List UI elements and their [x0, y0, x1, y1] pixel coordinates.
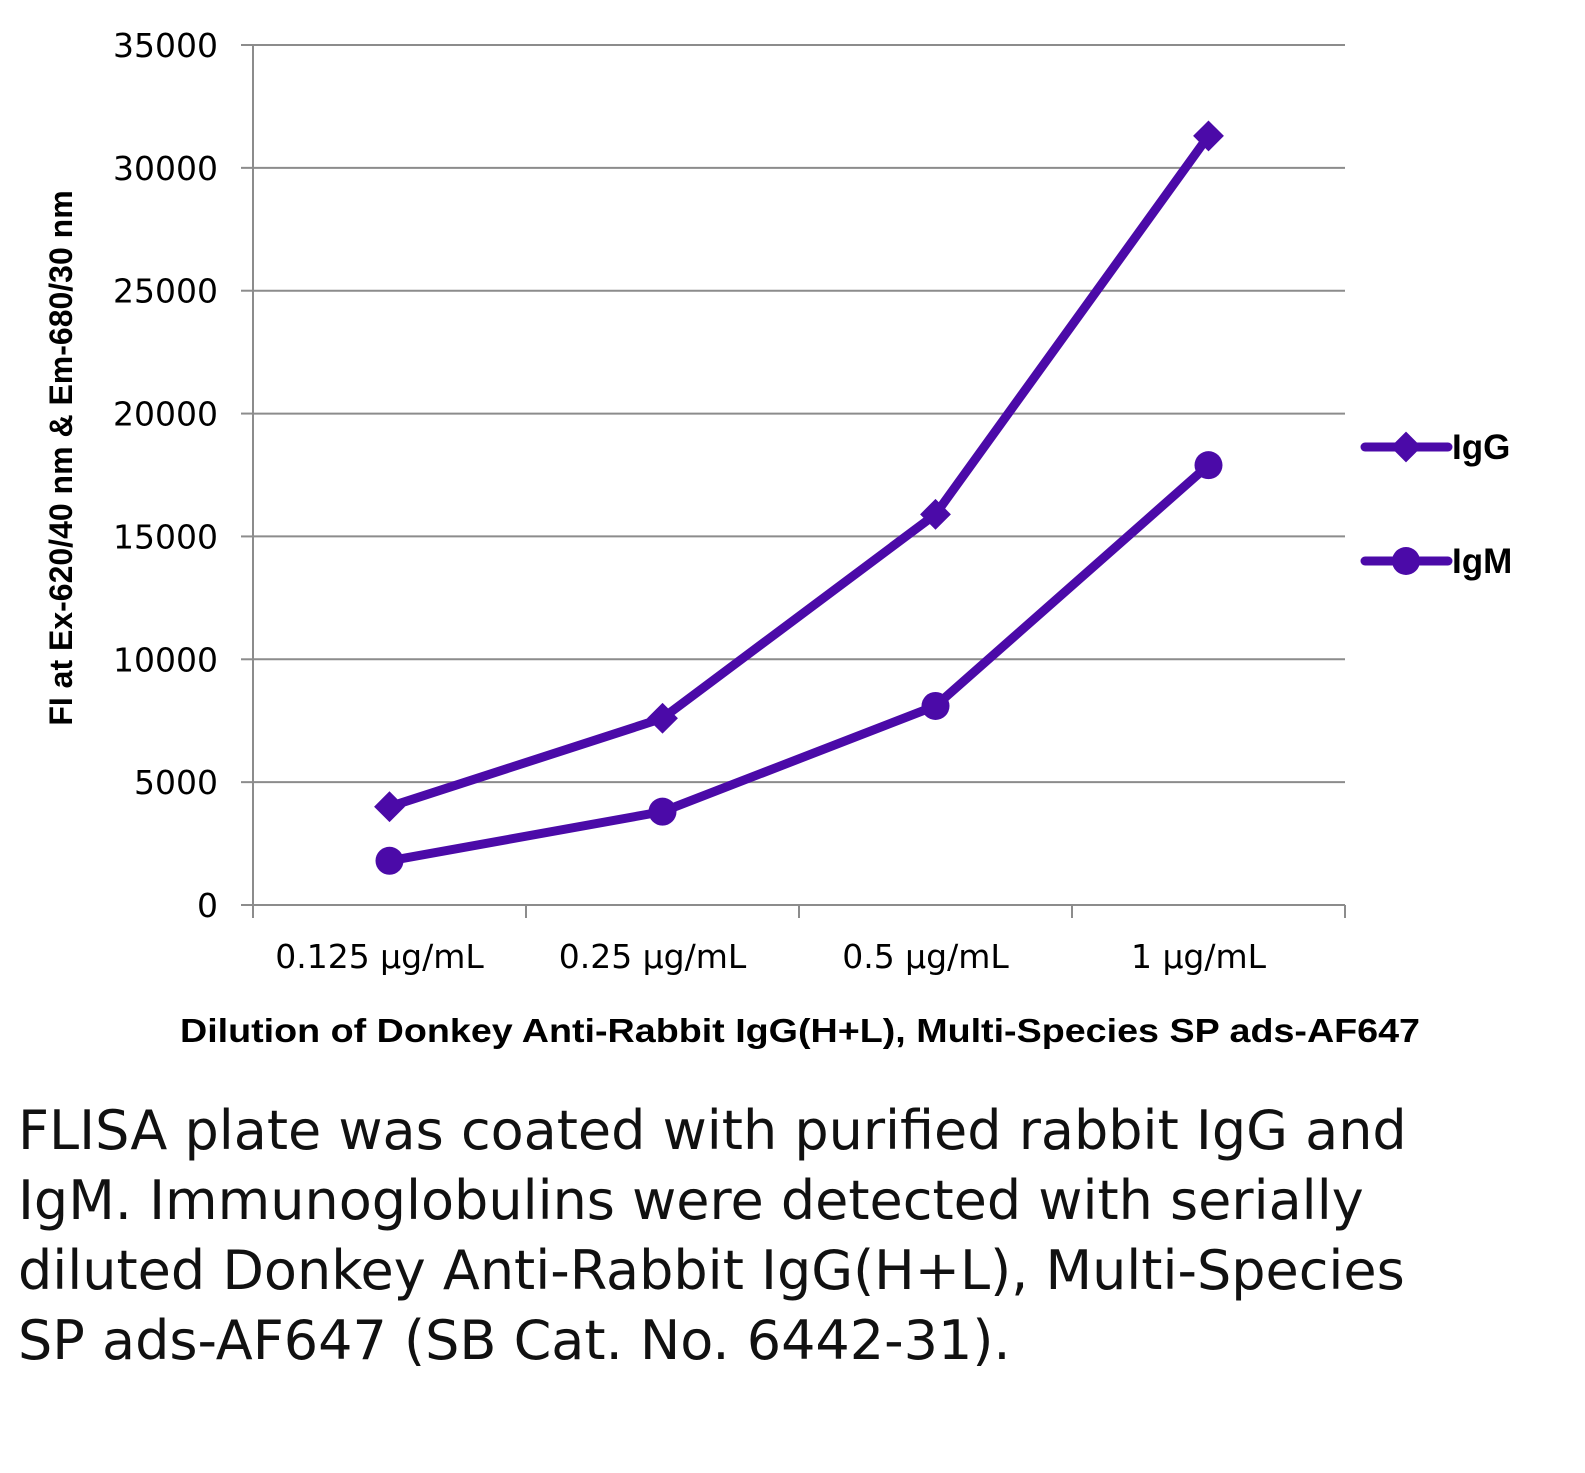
- series: [374, 120, 1224, 875]
- legend: IgG IgM: [1360, 428, 1512, 581]
- y-axis-label: FI at Ex-620/40 nm & Em-680/30 nm: [43, 190, 79, 725]
- legend-label-IgM: IgM: [1452, 542, 1512, 581]
- legend-item-IgM: IgM: [1360, 542, 1512, 581]
- figure-caption: FLISA plate was coated with purified rab…: [18, 1099, 1407, 1372]
- chart: 0 5000 10000 15000 20000 25000 30000 35000 0.12…: [43, 26, 1512, 1049]
- series-line-IgM: [385, 460, 1213, 866]
- data-point-IgG-0: [374, 791, 405, 823]
- x-tick-label: 1 µg/mL: [1131, 937, 1267, 976]
- y-tick-label: 0: [197, 886, 218, 925]
- data-point-IgM-2: [921, 691, 950, 720]
- y-tick-label: 5000: [134, 763, 218, 802]
- legend-label-IgG: IgG: [1452, 428, 1510, 467]
- data-point-IgG-2: [920, 498, 951, 530]
- x-tick-labels: 0.125 µg/mL 0.25 µg/mL 0.5 µg/mL 1 µg/mL: [275, 937, 1266, 976]
- x-tick-label: 0.125 µg/mL: [275, 937, 484, 976]
- y-tick-label: 15000: [113, 517, 218, 556]
- gridlines: [253, 44, 1345, 784]
- x-axis-label: Dilution of Donkey Anti-Rabbit IgG(H+L),…: [180, 1012, 1420, 1049]
- series-IgM: [375, 451, 1223, 875]
- axes: [241, 44, 1346, 918]
- y-tick-label: 25000: [113, 272, 218, 311]
- legend-marker-IgM: [1392, 547, 1420, 575]
- data-point-IgM-3: [1194, 451, 1223, 480]
- y-tick-label: 35000: [113, 26, 218, 65]
- y-tick-label: 10000: [113, 640, 218, 679]
- series-IgG: [374, 120, 1224, 823]
- y-tick-label: 20000: [113, 395, 218, 434]
- x-tick-label: 0.25 µg/mL: [559, 937, 747, 976]
- data-point-IgG-1: [647, 702, 678, 734]
- data-point-IgM-1: [648, 797, 677, 826]
- data-point-IgG-3: [1193, 120, 1224, 152]
- data-point-IgM-0: [375, 846, 404, 875]
- series-line-IgG: [385, 131, 1213, 812]
- y-tick-label: 30000: [113, 149, 218, 188]
- y-tick-labels: 0 5000 10000 15000 20000 25000 30000 35000: [113, 26, 218, 925]
- x-tick-label: 0.5 µg/mL: [842, 937, 1009, 976]
- legend-item-IgG: IgG: [1360, 428, 1510, 467]
- legend-marker-IgG: [1390, 431, 1422, 463]
